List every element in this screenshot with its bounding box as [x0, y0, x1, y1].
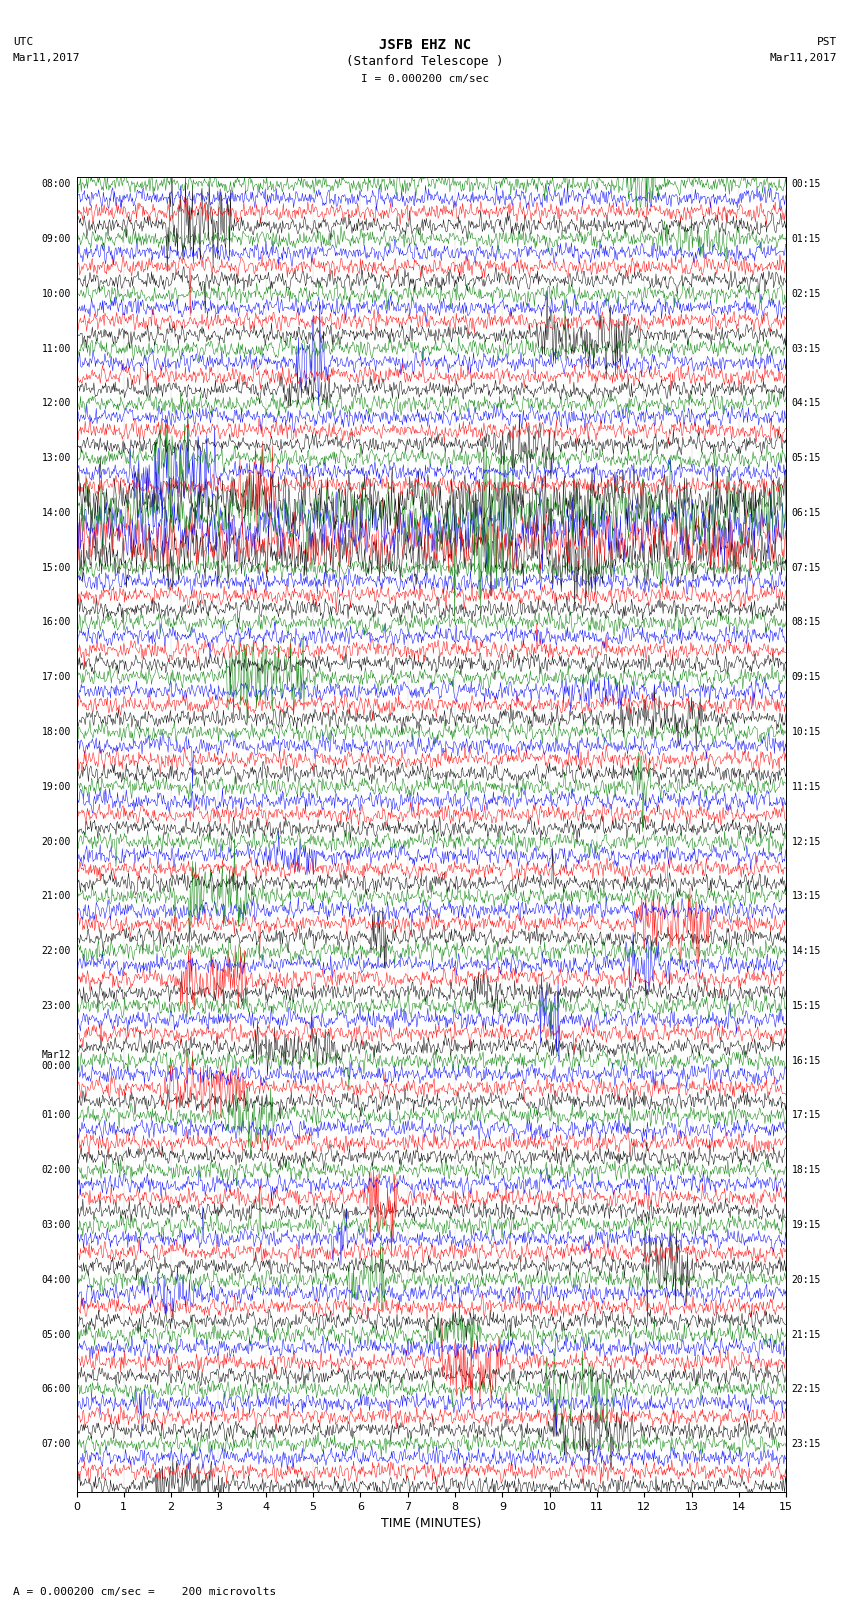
Text: 05:00: 05:00 — [42, 1329, 71, 1339]
Text: 23:15: 23:15 — [792, 1439, 821, 1448]
Text: 02:15: 02:15 — [792, 289, 821, 298]
Text: PST: PST — [817, 37, 837, 47]
Text: 15:00: 15:00 — [42, 563, 71, 573]
Text: 07:00: 07:00 — [42, 1439, 71, 1448]
Text: Mar12
00:00: Mar12 00:00 — [42, 1050, 71, 1071]
Text: 18:00: 18:00 — [42, 727, 71, 737]
Text: 03:15: 03:15 — [792, 344, 821, 353]
Text: Mar11,2017: Mar11,2017 — [13, 53, 80, 63]
Text: 10:00: 10:00 — [42, 289, 71, 298]
Text: 09:15: 09:15 — [792, 673, 821, 682]
Text: (Stanford Telescope ): (Stanford Telescope ) — [346, 55, 504, 68]
Text: 04:15: 04:15 — [792, 398, 821, 408]
Text: 10:15: 10:15 — [792, 727, 821, 737]
Text: I = 0.000200 cm/sec: I = 0.000200 cm/sec — [361, 74, 489, 84]
Text: 06:00: 06:00 — [42, 1384, 71, 1394]
Text: 13:15: 13:15 — [792, 892, 821, 902]
Text: 12:15: 12:15 — [792, 837, 821, 847]
Text: 19:00: 19:00 — [42, 782, 71, 792]
X-axis label: TIME (MINUTES): TIME (MINUTES) — [382, 1518, 481, 1531]
Text: 03:00: 03:00 — [42, 1219, 71, 1231]
Text: 08:15: 08:15 — [792, 618, 821, 627]
Text: 20:00: 20:00 — [42, 837, 71, 847]
Text: 22:00: 22:00 — [42, 947, 71, 957]
Text: 04:00: 04:00 — [42, 1274, 71, 1286]
Text: 21:15: 21:15 — [792, 1329, 821, 1339]
Text: 09:00: 09:00 — [42, 234, 71, 244]
Text: 05:15: 05:15 — [792, 453, 821, 463]
Text: A = 0.000200 cm/sec =    200 microvolts: A = 0.000200 cm/sec = 200 microvolts — [13, 1587, 276, 1597]
Text: 17:15: 17:15 — [792, 1110, 821, 1121]
Text: 01:00: 01:00 — [42, 1110, 71, 1121]
Text: 00:15: 00:15 — [792, 179, 821, 189]
Text: 11:00: 11:00 — [42, 344, 71, 353]
Text: 02:00: 02:00 — [42, 1165, 71, 1176]
Text: 23:00: 23:00 — [42, 1002, 71, 1011]
Text: 11:15: 11:15 — [792, 782, 821, 792]
Text: UTC: UTC — [13, 37, 33, 47]
Text: 08:00: 08:00 — [42, 179, 71, 189]
Text: 15:15: 15:15 — [792, 1002, 821, 1011]
Text: 13:00: 13:00 — [42, 453, 71, 463]
Text: 16:15: 16:15 — [792, 1055, 821, 1066]
Text: 17:00: 17:00 — [42, 673, 71, 682]
Text: 16:00: 16:00 — [42, 618, 71, 627]
Text: 21:00: 21:00 — [42, 892, 71, 902]
Text: 14:15: 14:15 — [792, 947, 821, 957]
Text: 14:00: 14:00 — [42, 508, 71, 518]
Text: 07:15: 07:15 — [792, 563, 821, 573]
Text: JSFB EHZ NC: JSFB EHZ NC — [379, 39, 471, 52]
Text: 01:15: 01:15 — [792, 234, 821, 244]
Text: Mar11,2017: Mar11,2017 — [770, 53, 837, 63]
Text: 06:15: 06:15 — [792, 508, 821, 518]
Text: 22:15: 22:15 — [792, 1384, 821, 1394]
Text: 20:15: 20:15 — [792, 1274, 821, 1286]
Text: 18:15: 18:15 — [792, 1165, 821, 1176]
Text: 19:15: 19:15 — [792, 1219, 821, 1231]
Text: 12:00: 12:00 — [42, 398, 71, 408]
